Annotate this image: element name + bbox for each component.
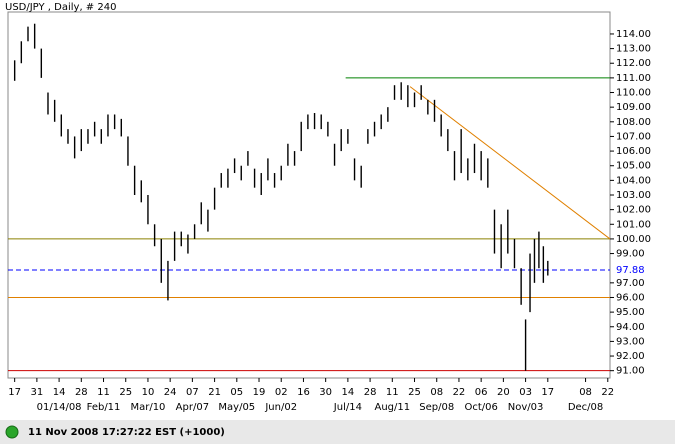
y-tick-label: 96.00 — [616, 292, 645, 303]
y-tick-label: 106.00 — [616, 146, 651, 157]
x-tick-label: 22 — [453, 387, 466, 398]
y-tick-label: 93.00 — [616, 336, 645, 347]
y-tick-label: 110.00 — [616, 88, 651, 99]
y-tick-label: 107.00 — [616, 131, 651, 142]
x-tick-label: 02 — [275, 387, 288, 398]
x-month-label: Aug/11 — [374, 402, 410, 413]
x-month-label: Nov/03 — [508, 402, 544, 413]
x-month-label: Oct/06 — [464, 402, 497, 413]
x-month-label: May/05 — [218, 402, 255, 413]
status-text: 11 Nov 2008 17:27:22 EST (+1000) — [28, 427, 225, 438]
plot-area — [7, 11, 611, 379]
y-tick-label: 91.00 — [616, 366, 645, 377]
x-tick-label: 20 — [497, 387, 510, 398]
line-label: 97.88 — [616, 265, 645, 276]
x-tick-label: 05 — [230, 387, 243, 398]
x-month-label: Mar/10 — [130, 402, 165, 413]
x-tick-label: 31 — [31, 387, 44, 398]
y-tick-label: 113.00 — [616, 44, 651, 55]
x-tick-label: 25 — [408, 387, 421, 398]
y-tick-label: 101.00 — [616, 219, 651, 230]
y-tick-label: 114.00 — [616, 29, 651, 40]
x-month-label: Dec/08 — [568, 402, 603, 413]
x-tick-label: 19 — [253, 387, 266, 398]
x-tick-label: 11 — [97, 387, 110, 398]
y-tick-label: 104.00 — [616, 175, 651, 186]
x-tick-label: 17 — [541, 387, 554, 398]
x-tick-label: 16 — [297, 387, 310, 398]
y-tick-label: 92.00 — [616, 351, 645, 362]
x-tick-label: 11 — [386, 387, 399, 398]
y-tick-label: 102.00 — [616, 205, 651, 216]
y-tick-label: 111.00 — [616, 73, 651, 84]
x-tick-label: 14 — [342, 387, 355, 398]
x-tick-label: 17 — [8, 387, 21, 398]
trend-line — [409, 86, 611, 240]
y-tick-label: 105.00 — [616, 161, 651, 172]
y-tick-label: 112.00 — [616, 58, 651, 69]
x-month-label: Sep/08 — [419, 402, 454, 413]
chart-title: USD/JPY , Daily, # 240 — [5, 2, 116, 13]
y-tick-label: 95.00 — [616, 307, 645, 318]
x-tick-label: 10 — [142, 387, 155, 398]
x-tick-label: 28 — [364, 387, 377, 398]
x-tick-label: 21 — [208, 387, 221, 398]
x-tick-label: 08 — [430, 387, 443, 398]
x-tick-label: 06 — [475, 387, 488, 398]
x-tick-label: 14 — [53, 387, 66, 398]
y-tick-label: 94.00 — [616, 322, 645, 333]
x-tick-label: 24 — [164, 387, 177, 398]
x-month-label: Jul/14 — [333, 402, 362, 413]
y-tick-label: 100.00 — [616, 234, 651, 245]
x-tick-label: 07 — [186, 387, 199, 398]
x-month-label: Jun/02 — [264, 402, 297, 413]
status-icon — [5, 425, 19, 439]
x-month-label: Apr/07 — [176, 402, 209, 413]
x-month-label: Feb/11 — [87, 402, 121, 413]
x-tick-label: 22 — [601, 387, 614, 398]
x-tick-label: 08 — [579, 387, 592, 398]
x-tick-label: 03 — [519, 387, 532, 398]
x-tick-label: 25 — [119, 387, 132, 398]
x-month-label: 01/14/08 — [37, 402, 82, 413]
x-tick-label: 28 — [75, 387, 88, 398]
y-tick-label: 99.00 — [616, 249, 645, 260]
y-tick-label: 97.00 — [616, 278, 645, 289]
status-bar — [0, 420, 675, 444]
y-tick-label: 109.00 — [616, 102, 651, 113]
y-tick-label: 108.00 — [616, 117, 651, 128]
x-tick-label: 30 — [319, 387, 332, 398]
y-tick-label: 103.00 — [616, 190, 651, 201]
